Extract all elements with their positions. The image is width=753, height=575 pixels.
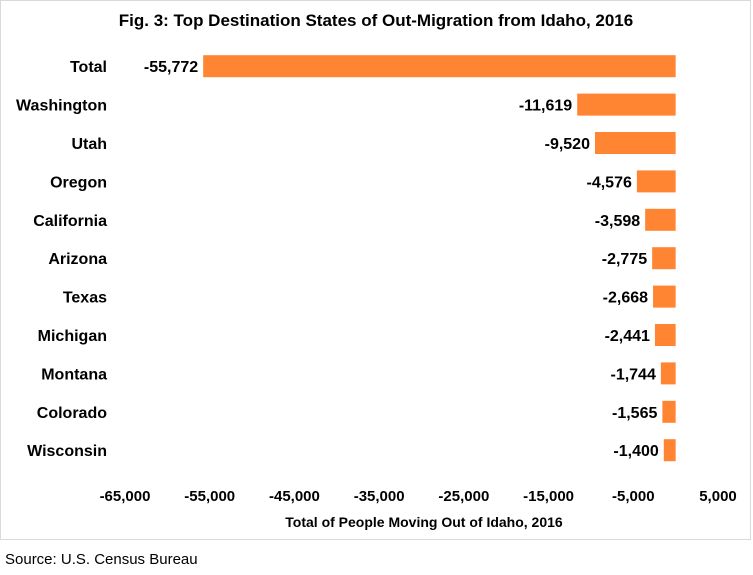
value-label: -3,598 [595, 213, 640, 230]
bar-wisconsin [663, 439, 676, 462]
bars-layer [203, 55, 676, 462]
bar-arizona [652, 247, 676, 270]
category-label: Arizona [48, 251, 107, 268]
value-label: -2,441 [605, 328, 650, 345]
x-tick-label: -65,000 [100, 488, 151, 505]
category-label: Michigan [38, 328, 107, 345]
category-label: Texas [63, 290, 107, 307]
value-label: -1,400 [613, 443, 658, 460]
value-label: -55,772 [144, 59, 198, 76]
value-label: -2,775 [602, 251, 647, 268]
source-note: Source: U.S. Census Bureau [5, 551, 198, 568]
category-label: Montana [41, 366, 107, 383]
category-label: Washington [16, 98, 107, 115]
category-label: Oregon [50, 174, 107, 191]
category-label: Colorado [37, 405, 107, 422]
value-label: -9,520 [545, 136, 590, 153]
x-axis-title: Total of People Moving Out of Idaho, 201… [285, 514, 563, 530]
value-label: -4,576 [587, 174, 632, 191]
bar-chart: Fig. 3: Top Destination States of Out-Mi… [16, 11, 737, 530]
value-label: -2,668 [603, 290, 648, 307]
value-label: -1,744 [610, 366, 655, 383]
category-labels: Total Washington Utah Oregon California Arizo… [16, 59, 107, 460]
category-label: Total [70, 59, 107, 76]
x-tick-label: -45,000 [269, 488, 320, 505]
x-tick-labels: -65,000 -55,000 -45,000 -35,000 -25,000 -15,0… [100, 488, 737, 505]
x-tick-label: -15,000 [523, 488, 574, 505]
category-label: Wisconsin [27, 443, 107, 460]
bar-washington [577, 93, 676, 116]
bar-utah [594, 132, 676, 154]
category-label: California [33, 213, 107, 230]
bar-total [203, 55, 676, 78]
bar-oregon [636, 170, 676, 193]
category-label: Utah [71, 136, 107, 153]
bar-colorado [662, 400, 676, 423]
x-tick-label: -55,000 [184, 488, 235, 505]
x-tick-label: 5,000 [699, 488, 737, 505]
bar-texas [653, 285, 676, 308]
value-labels: -55,772 -11,619 -9,520 -4,576 -3,598 -2,775 -2… [144, 59, 659, 460]
x-tick-label: -25,000 [438, 488, 489, 505]
value-label: -11,619 [519, 98, 572, 115]
bar-michigan [654, 324, 676, 346]
chart-title: Fig. 3: Top Destination States of Out-Mi… [119, 11, 633, 30]
chart-frame [0, 0, 751, 540]
bar-california [645, 208, 676, 231]
x-tick-label: -5,000 [612, 488, 655, 505]
value-label: -1,565 [612, 405, 657, 422]
x-tick-label: -35,000 [354, 488, 405, 505]
bar-montana [660, 362, 676, 385]
